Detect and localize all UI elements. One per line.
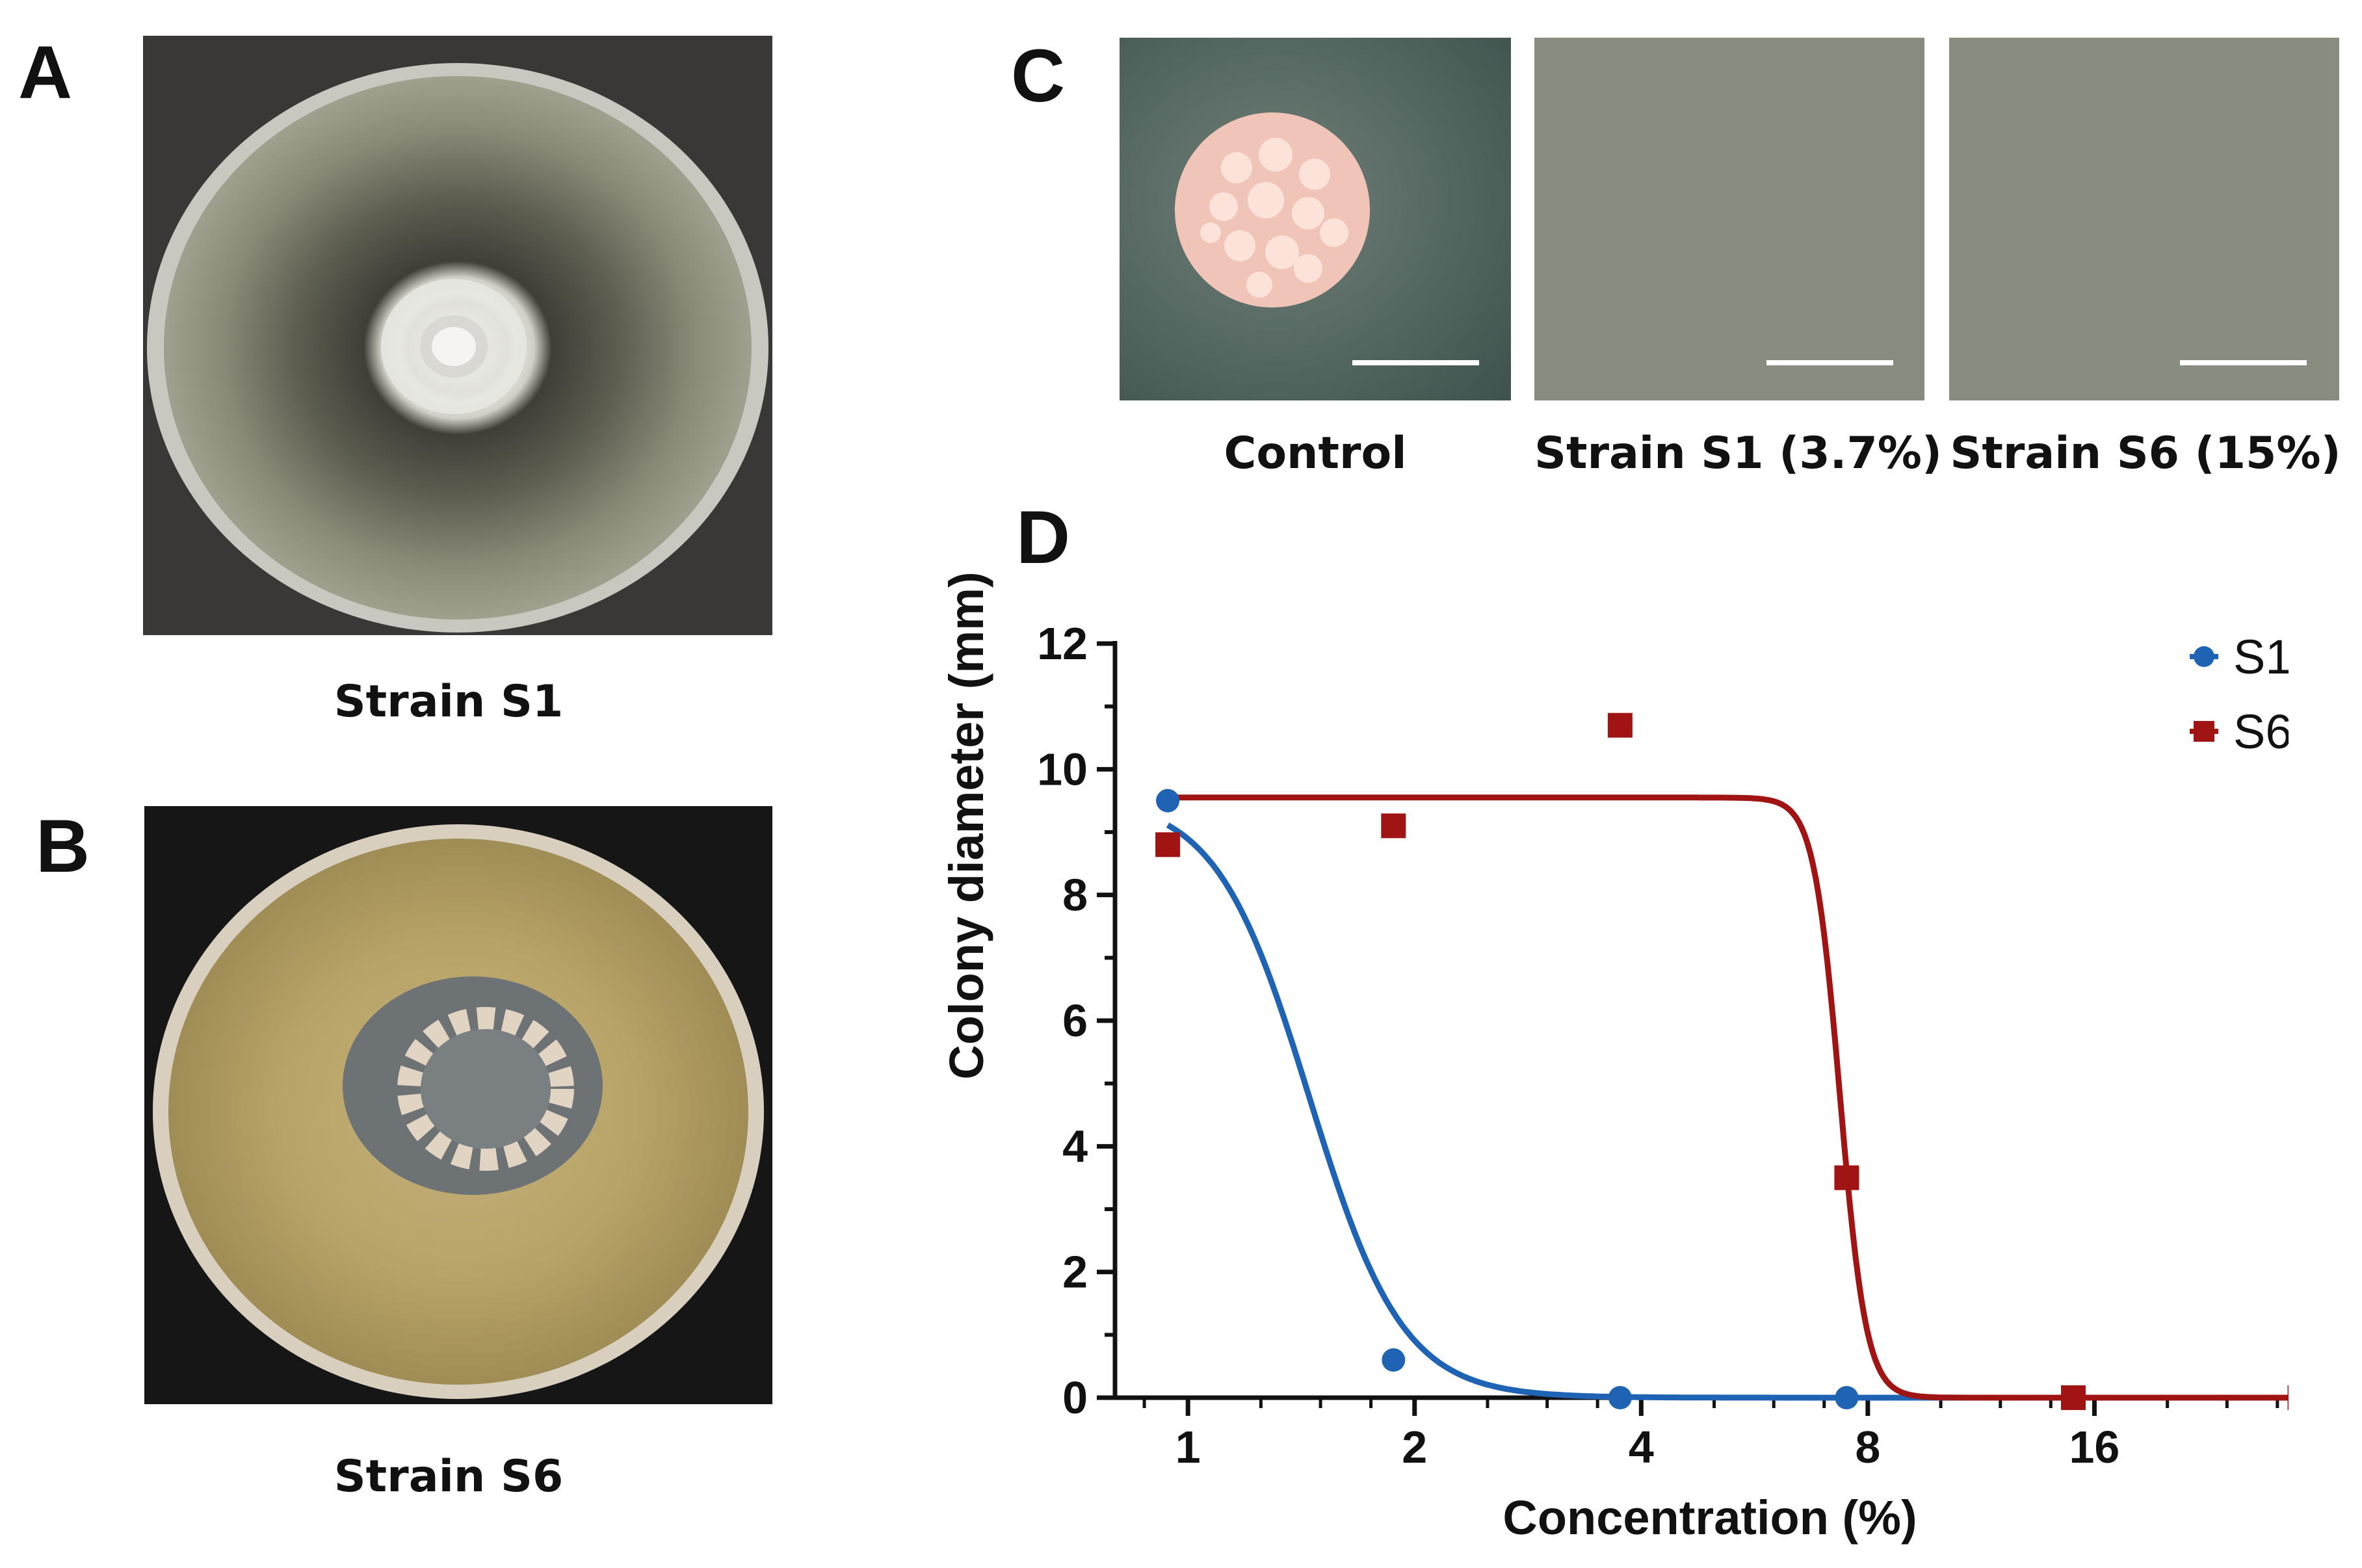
y-tick-label: 6 (1062, 995, 1088, 1046)
panel-b-caption: Strain S6 (334, 1451, 564, 1502)
y-tick-label: 0 (1062, 1372, 1088, 1423)
petri-dish-s1-photo (143, 36, 772, 635)
strain-s6-caption: Strain S6 (15%) (1950, 428, 2341, 479)
data-point-s6 (2060, 1385, 2086, 1410)
y-axis-title: Colony diameter (mm) (939, 571, 993, 1079)
data-point-s1 (1835, 1386, 1859, 1409)
petri-dish-s6-photo (144, 806, 772, 1404)
data-point-s1 (1156, 789, 1180, 813)
legend-label-s6: S6 (2233, 705, 2289, 759)
x-tick-label: 8 (1855, 1422, 1880, 1472)
y-tick-label: 12 (1037, 618, 1088, 669)
legend-marker-s1 (2194, 646, 2214, 667)
data-point-s6 (1381, 813, 1406, 839)
legend-marker-s6 (2194, 721, 2214, 742)
y-tick-label: 10 (1037, 744, 1088, 794)
control-photo (1120, 38, 1511, 400)
y-tick-label: 8 (1062, 870, 1088, 921)
panel-a-label: A (18, 31, 73, 114)
x-tick-label: 4 (1629, 1422, 1654, 1472)
x-tick-label: 16 (2069, 1422, 2120, 1472)
panel-a-caption: Strain S1 (334, 676, 564, 727)
y-tick-label: 4 (1062, 1121, 1088, 1171)
x-tick-label: 1 (1175, 1422, 1201, 1472)
data-point-s6 (2287, 1385, 2289, 1410)
x-tick-label: 2 (1402, 1422, 1427, 1472)
strain-s6-plate-photo (1949, 38, 2339, 400)
y-tick-label: 2 (1062, 1247, 1088, 1298)
strain-s1-caption: Strain S1 (3.7%) (1534, 428, 1943, 479)
data-point-s1 (1608, 1386, 1632, 1409)
legend-label-s1: S1 (2233, 630, 2289, 684)
control-caption: Control (1224, 428, 1407, 479)
data-point-s6 (1155, 832, 1181, 857)
panel-c-label: C (1011, 34, 1066, 118)
data-point-s1 (1382, 1348, 1406, 1372)
panel-d-label: D (1016, 496, 1071, 579)
strain-s1-plate-photo (1534, 38, 1924, 400)
fit-curve-s1 (1166, 822, 2289, 1401)
data-point-s6 (1607, 712, 1633, 738)
fit-curve-s6 (1168, 794, 2289, 1401)
x-axis-title: Concentration (%) (1502, 1491, 1917, 1545)
data-point-s6 (1834, 1165, 1859, 1190)
panel-b-label: B (36, 805, 90, 888)
